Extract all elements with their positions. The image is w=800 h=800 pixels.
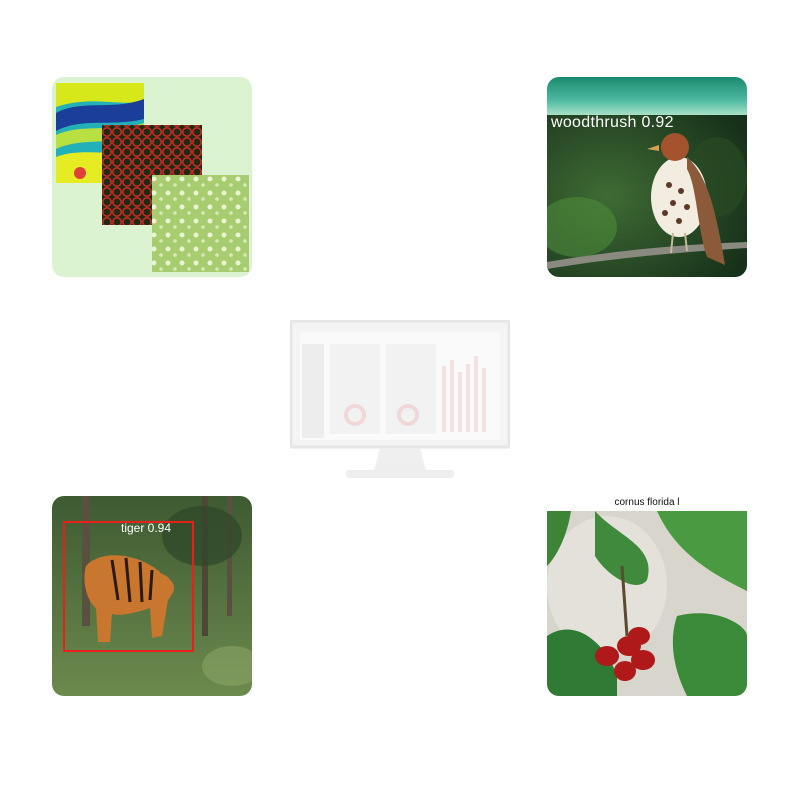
bird-detection-tile: woodthrush 0.92 [547, 77, 747, 277]
bird-figure [647, 133, 725, 265]
berry-cluster [595, 627, 655, 681]
camera-trap-tile: tiger 0.94 [52, 496, 252, 696]
bounding-box [63, 521, 194, 652]
dashboard-monitor-icon [289, 319, 511, 482]
tiger-photo [52, 496, 252, 696]
satellite-layers-icon [56, 83, 249, 272]
vegetation-layer [152, 175, 249, 272]
detection-label: tiger 0.94 [121, 521, 172, 535]
woodthrush-photo [547, 77, 747, 277]
remote-sensing-tile [52, 77, 252, 277]
plant-caption: cornus florida l [614, 497, 680, 508]
spectrogram-strip [547, 77, 747, 115]
plant-id-tile: cornus florida l [547, 496, 747, 696]
cornus-photo [547, 511, 747, 696]
tiger-figure [84, 555, 174, 642]
detection-label: woodthrush 0.92 [551, 114, 674, 131]
